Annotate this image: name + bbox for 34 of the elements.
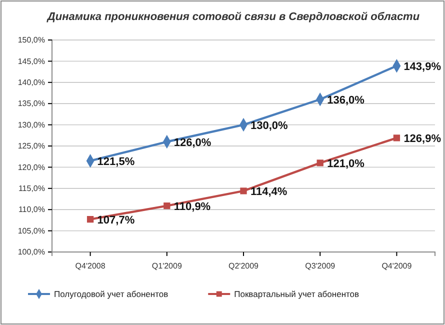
data-label: 136,0% <box>327 94 365 106</box>
x-tick-label: Q4'2008 <box>75 262 106 271</box>
y-tick-label: 105,0% <box>18 226 45 236</box>
x-tick-label: Q2'2009 <box>228 262 260 271</box>
x-tick-label: Q4'2009 <box>382 262 412 271</box>
point <box>164 202 170 210</box>
y-tick-label: 140,0% <box>18 78 45 87</box>
y-tick-label: 120,0% <box>18 162 45 172</box>
data-label: 143,9% <box>404 60 442 73</box>
data-label: 107,7% <box>97 214 135 226</box>
data-label: 126,0% <box>174 136 212 149</box>
data-label: 114,4% <box>250 186 288 198</box>
legend-label: Поквартальный учет абонентов <box>234 289 360 299</box>
y-tick-label: 100,0% <box>18 248 45 257</box>
y-tick-label: 130,0% <box>18 120 45 130</box>
y-tick-label: 145,0% <box>18 56 45 66</box>
point <box>393 134 400 142</box>
point <box>86 216 94 223</box>
y-tick-label: 150,0% <box>18 36 45 45</box>
legend-label: Полугодовой учет абонентов <box>54 289 169 299</box>
data-label: 110,9% <box>174 200 211 213</box>
point <box>240 188 247 194</box>
data-label: 121,5% <box>97 156 135 168</box>
data-label: 121,0% <box>327 158 365 170</box>
x-tick-label: Q3'2009 <box>305 262 336 271</box>
x-tick-label: Q1'2009 <box>152 262 182 271</box>
y-tick-label: 135,0% <box>18 99 45 108</box>
chart-title: Динамика проникновения сотовой связи в Свердловской области <box>46 11 420 23</box>
data-label: 126,9% <box>404 132 442 145</box>
point <box>316 160 324 166</box>
y-tick-label: 125,0% <box>18 142 45 151</box>
y-tick-label: 115,0% <box>18 184 45 193</box>
data-label: 130,0% <box>250 120 288 132</box>
y-tick-label: 110,0% <box>18 205 45 214</box>
